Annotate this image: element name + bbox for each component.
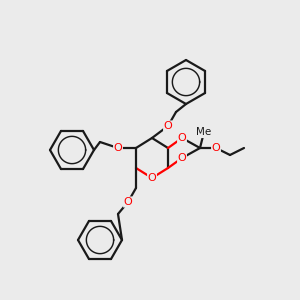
Text: O: O	[178, 153, 186, 163]
Text: O: O	[178, 133, 186, 143]
Text: O: O	[148, 173, 156, 183]
Text: Me: Me	[196, 127, 211, 137]
Text: O: O	[164, 121, 172, 131]
Text: O: O	[114, 143, 122, 153]
Text: O: O	[124, 197, 132, 207]
Text: O: O	[212, 143, 220, 153]
